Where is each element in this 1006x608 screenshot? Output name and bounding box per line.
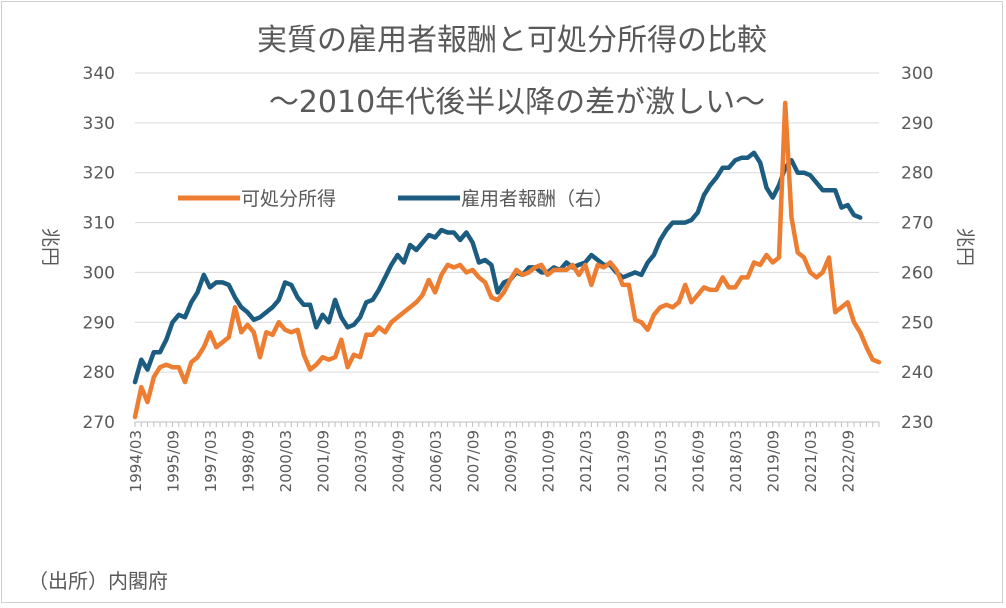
x-tick-label: 1995/09: [165, 430, 183, 492]
x-tick-label: 2000/03: [277, 430, 295, 492]
right-y-axis: 300 290 280 270 260 250 240 230: [901, 64, 933, 433]
right-tick-label: 300: [901, 64, 933, 84]
x-tick-label: 1998/09: [240, 430, 258, 492]
left-y-axis: 340 330 320 310 300 290 280 270: [83, 64, 115, 433]
right-axis-unit: 兆円: [954, 228, 976, 266]
legend-label-disposable-income: 可処分所得: [241, 188, 336, 210]
left-tick-label: 310: [83, 214, 115, 234]
x-tick-label: 2016/09: [690, 430, 708, 492]
left-tick-label: 300: [83, 263, 115, 283]
left-tick-label: 280: [83, 363, 115, 383]
chart-title: 実質の雇用者報酬と可処分所得の比較: [257, 23, 767, 58]
left-tick-label: 320: [83, 164, 115, 184]
x-axis: 1994/03 1995/09 1997/03 1998/09 2000/03 2001/…: [127, 422, 880, 492]
x-tick-label: 2006/03: [427, 430, 445, 492]
x-tick-label: 2004/09: [390, 430, 408, 492]
series-line-compensation: [132, 150, 863, 385]
left-tick-label: 340: [83, 64, 115, 84]
x-tick-label: 2003/03: [352, 430, 370, 492]
legend: 可処分所得 雇用者報酬（右）: [178, 188, 613, 210]
x-tick-label: 2013/09: [615, 430, 633, 492]
right-tick-label: 270: [901, 214, 933, 234]
x-tick-label: 2009/03: [502, 430, 520, 492]
right-tick-label: 230: [901, 413, 933, 433]
chart-subtitle: ～2010年代後半以降の差が激しい～: [269, 85, 765, 120]
source-note: （出所）内閣府: [28, 569, 168, 593]
x-tick-label: 2015/03: [652, 430, 670, 492]
x-tick-label: 2007/09: [465, 430, 483, 492]
x-tick-label: 2022/09: [840, 430, 858, 492]
left-tick-label: 330: [83, 114, 115, 134]
left-tick-label: 290: [83, 313, 115, 333]
series-lines: [132, 100, 882, 420]
x-tick-label: 2019/09: [765, 430, 783, 492]
right-tick-label: 250: [901, 313, 933, 333]
x-tick-label: 2012/03: [577, 430, 595, 492]
left-axis-unit: 兆円: [39, 228, 61, 266]
x-tick-label: 2010/09: [540, 430, 558, 492]
x-tick-label: 2018/03: [727, 430, 745, 492]
right-tick-label: 260: [901, 263, 933, 283]
x-tick-label: 2001/09: [315, 430, 333, 492]
x-tick-label: 2021/03: [802, 430, 820, 492]
right-tick-label: 240: [901, 363, 933, 383]
legend-label-compensation: 雇用者報酬（右）: [461, 188, 613, 210]
right-tick-label: 280: [901, 164, 933, 184]
right-tick-label: 290: [901, 114, 933, 134]
x-tick-label: 1994/03: [127, 430, 145, 492]
x-tick-label: 1997/03: [202, 430, 220, 492]
gridlines: [135, 72, 879, 423]
left-tick-label: 270: [83, 413, 115, 433]
series-line-disposable-income: [132, 100, 882, 420]
